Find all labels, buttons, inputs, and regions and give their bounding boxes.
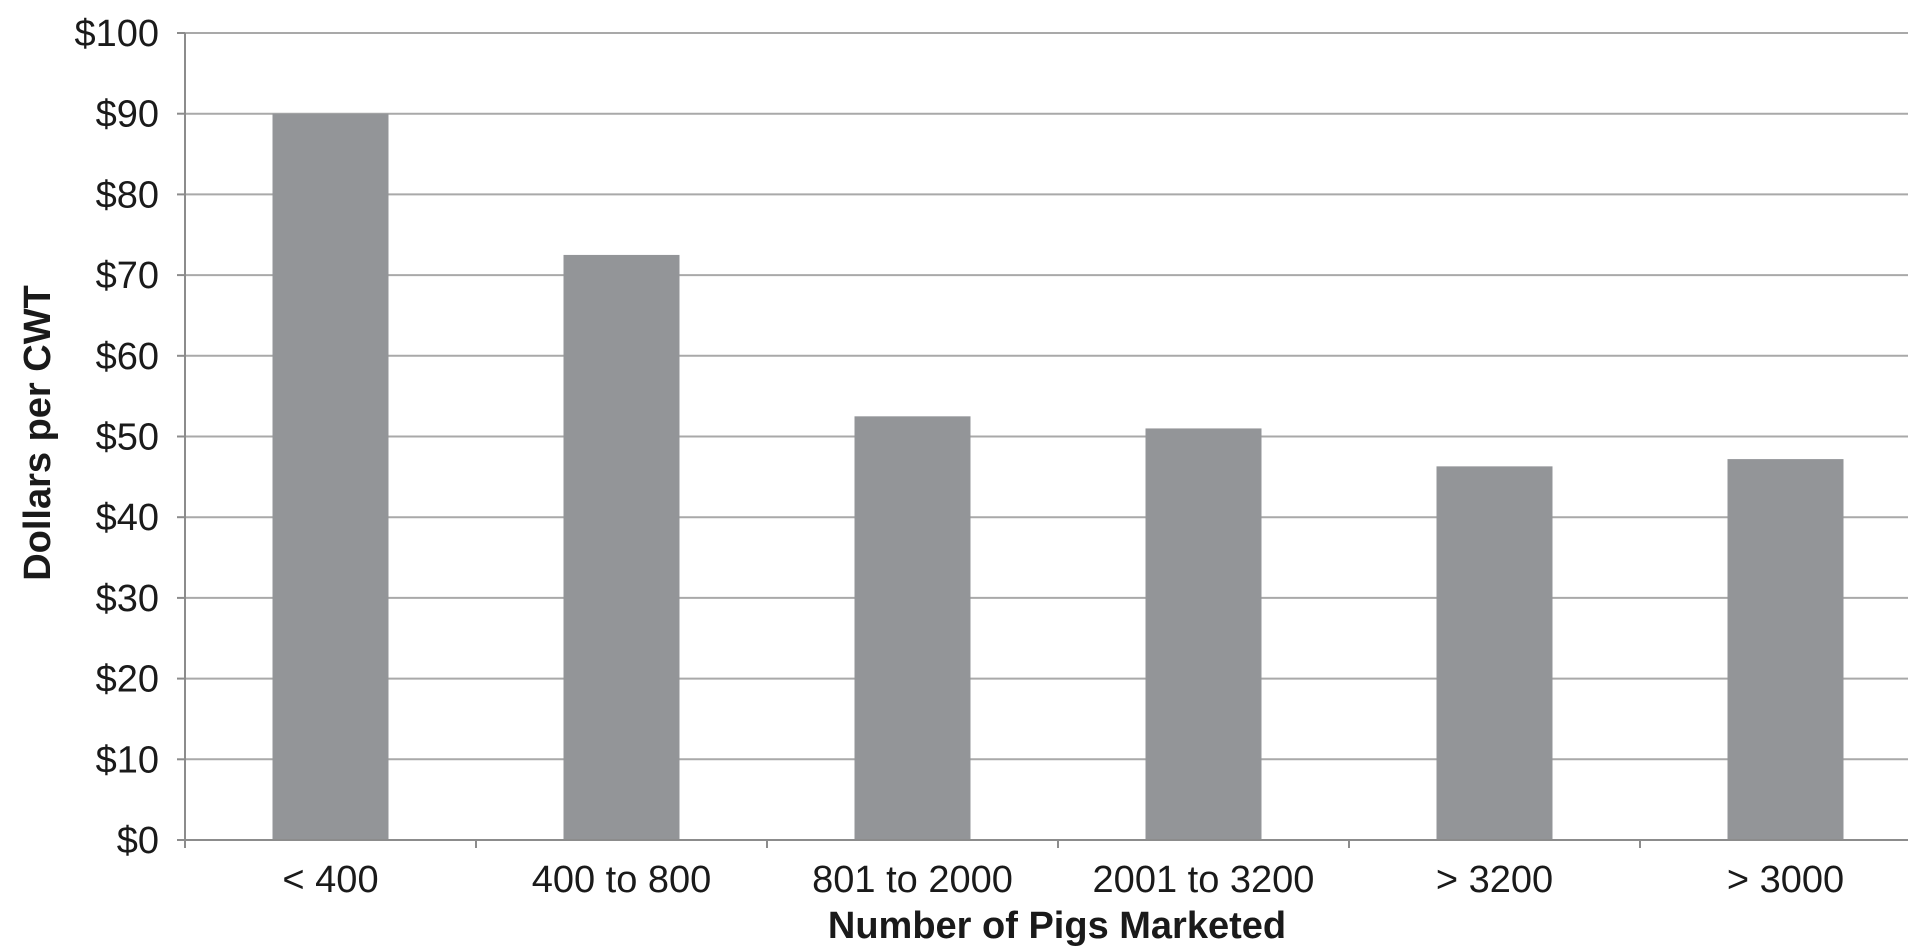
y-tick-label: $80 — [96, 174, 159, 216]
x-tick-labels: < 400 400 to 800 801 to 2000 2001 to 3200 > … — [282, 859, 1844, 901]
y-tick-label: $70 — [96, 255, 159, 297]
y-tick-label: $10 — [96, 739, 159, 781]
y-tick-label: $100 — [74, 13, 159, 55]
axes — [177, 32, 1908, 848]
bars — [272, 113, 1844, 841]
bar — [272, 113, 389, 840]
y-axis-title: Dollars per CWT — [17, 285, 59, 581]
y-tick-label: $0 — [117, 820, 159, 862]
bar — [1436, 466, 1553, 840]
bar — [854, 416, 971, 840]
x-axis-title: Number of Pigs Marketed — [828, 905, 1286, 947]
x-tick-label: 801 to 2000 — [812, 859, 1013, 901]
y-tick-label: $40 — [96, 497, 159, 539]
y-tick-labels: $0 $10 $20 $30 $40 $50 $60 $70 $80 $90 $100 — [74, 13, 159, 862]
x-tick-label: 2001 to 3200 — [1093, 859, 1315, 901]
bar — [563, 254, 680, 841]
y-tick-label: $90 — [96, 94, 159, 136]
x-tick-label: > 3200 — [1436, 859, 1553, 901]
y-tick-label: $60 — [96, 336, 159, 378]
y-tick-label: $20 — [96, 659, 159, 701]
gridlines — [185, 32, 1908, 761]
x-tick-label: < 400 — [282, 859, 378, 901]
y-tick-label: $50 — [96, 417, 159, 459]
x-tick-label: 400 to 800 — [532, 859, 712, 901]
bar — [1145, 428, 1262, 840]
x-tick-label: > 3000 — [1727, 859, 1844, 901]
bar — [1727, 459, 1844, 840]
y-tick-label: $30 — [96, 578, 159, 620]
